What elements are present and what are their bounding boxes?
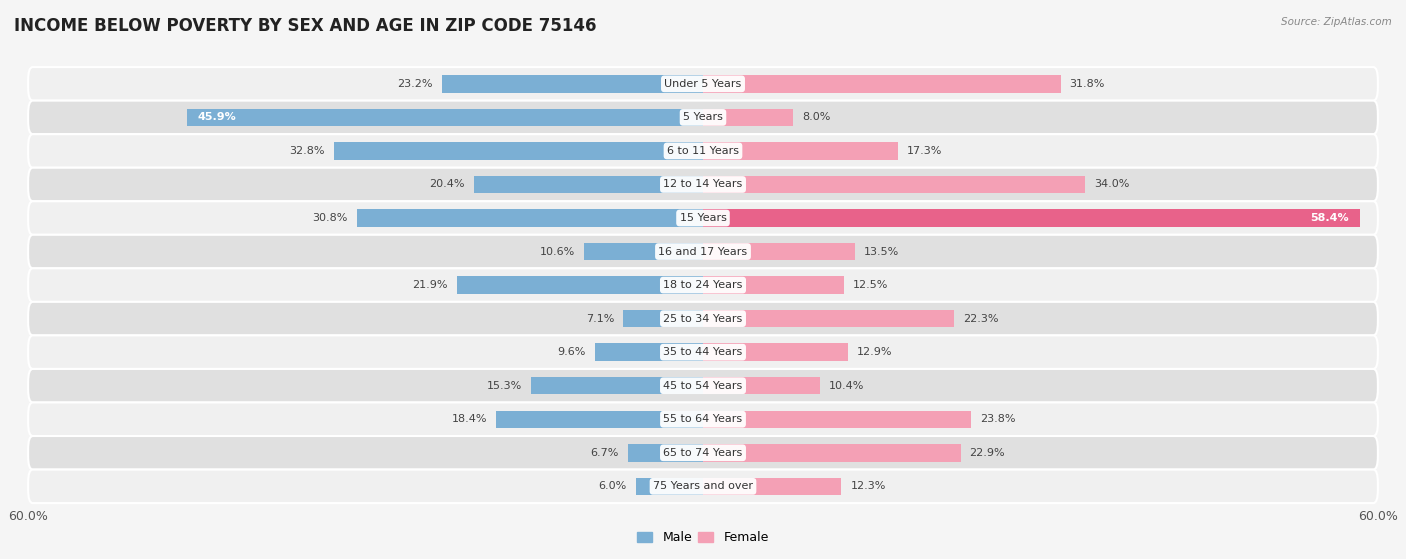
Text: 75 Years and over: 75 Years and over xyxy=(652,481,754,491)
FancyBboxPatch shape xyxy=(28,268,1378,302)
Bar xyxy=(703,377,820,395)
Bar xyxy=(531,377,703,395)
Text: 18.4%: 18.4% xyxy=(451,414,486,424)
Bar xyxy=(457,276,703,294)
FancyBboxPatch shape xyxy=(28,168,1378,201)
Bar xyxy=(703,410,970,428)
Bar xyxy=(703,276,844,294)
Bar xyxy=(496,410,703,428)
Text: 31.8%: 31.8% xyxy=(1070,79,1105,89)
FancyBboxPatch shape xyxy=(28,134,1378,168)
Text: 6.0%: 6.0% xyxy=(599,481,627,491)
Text: 55 to 64 Years: 55 to 64 Years xyxy=(664,414,742,424)
Bar xyxy=(703,75,1060,93)
Bar xyxy=(595,343,703,361)
Text: 35 to 44 Years: 35 to 44 Years xyxy=(664,347,742,357)
Text: 45 to 54 Years: 45 to 54 Years xyxy=(664,381,742,391)
Text: 12.9%: 12.9% xyxy=(858,347,893,357)
Text: 10.4%: 10.4% xyxy=(830,381,865,391)
Bar xyxy=(703,477,841,495)
FancyBboxPatch shape xyxy=(28,369,1378,402)
Text: 6.7%: 6.7% xyxy=(591,448,619,458)
FancyBboxPatch shape xyxy=(28,335,1378,369)
Text: 15.3%: 15.3% xyxy=(486,381,522,391)
Text: 12.5%: 12.5% xyxy=(852,280,889,290)
Text: 25 to 34 Years: 25 to 34 Years xyxy=(664,314,742,324)
Text: 20.4%: 20.4% xyxy=(429,179,464,190)
Text: 12 to 14 Years: 12 to 14 Years xyxy=(664,179,742,190)
FancyBboxPatch shape xyxy=(28,402,1378,436)
Bar xyxy=(335,142,703,160)
FancyBboxPatch shape xyxy=(28,67,1378,101)
FancyBboxPatch shape xyxy=(28,201,1378,235)
Text: 7.1%: 7.1% xyxy=(586,314,614,324)
Bar xyxy=(703,343,848,361)
Bar xyxy=(623,310,703,328)
FancyBboxPatch shape xyxy=(28,436,1378,470)
Text: 22.9%: 22.9% xyxy=(970,448,1005,458)
Text: 34.0%: 34.0% xyxy=(1094,179,1130,190)
Text: 10.6%: 10.6% xyxy=(540,247,575,257)
Bar xyxy=(627,444,703,462)
Bar xyxy=(187,108,703,126)
Text: 9.6%: 9.6% xyxy=(558,347,586,357)
Bar xyxy=(703,209,1360,227)
Text: 32.8%: 32.8% xyxy=(290,146,325,156)
Text: 30.8%: 30.8% xyxy=(312,213,347,223)
FancyBboxPatch shape xyxy=(28,302,1378,335)
Text: INCOME BELOW POVERTY BY SEX AND AGE IN ZIP CODE 75146: INCOME BELOW POVERTY BY SEX AND AGE IN Z… xyxy=(14,17,596,35)
Text: 17.3%: 17.3% xyxy=(907,146,942,156)
Text: 23.2%: 23.2% xyxy=(398,79,433,89)
Text: 5 Years: 5 Years xyxy=(683,112,723,122)
Bar xyxy=(703,142,897,160)
Bar xyxy=(441,75,703,93)
Bar xyxy=(583,243,703,260)
Text: Under 5 Years: Under 5 Years xyxy=(665,79,741,89)
Text: 21.9%: 21.9% xyxy=(412,280,447,290)
Text: 18 to 24 Years: 18 to 24 Years xyxy=(664,280,742,290)
Text: 13.5%: 13.5% xyxy=(863,247,898,257)
FancyBboxPatch shape xyxy=(28,470,1378,503)
Bar xyxy=(636,477,703,495)
Legend: Male, Female: Male, Female xyxy=(633,526,773,549)
FancyBboxPatch shape xyxy=(28,101,1378,134)
Text: 15 Years: 15 Years xyxy=(679,213,727,223)
Text: 22.3%: 22.3% xyxy=(963,314,998,324)
Bar xyxy=(703,176,1085,193)
Bar xyxy=(703,444,960,462)
Text: 16 and 17 Years: 16 and 17 Years xyxy=(658,247,748,257)
Text: 45.9%: 45.9% xyxy=(198,112,236,122)
Bar xyxy=(703,108,793,126)
Text: 23.8%: 23.8% xyxy=(980,414,1015,424)
Text: 6 to 11 Years: 6 to 11 Years xyxy=(666,146,740,156)
Bar xyxy=(703,243,855,260)
FancyBboxPatch shape xyxy=(28,235,1378,268)
Text: 58.4%: 58.4% xyxy=(1310,213,1348,223)
Text: Source: ZipAtlas.com: Source: ZipAtlas.com xyxy=(1281,17,1392,27)
Bar xyxy=(357,209,703,227)
Bar xyxy=(703,310,953,328)
Text: 65 to 74 Years: 65 to 74 Years xyxy=(664,448,742,458)
Text: 8.0%: 8.0% xyxy=(801,112,831,122)
Bar xyxy=(474,176,703,193)
Text: 12.3%: 12.3% xyxy=(851,481,886,491)
